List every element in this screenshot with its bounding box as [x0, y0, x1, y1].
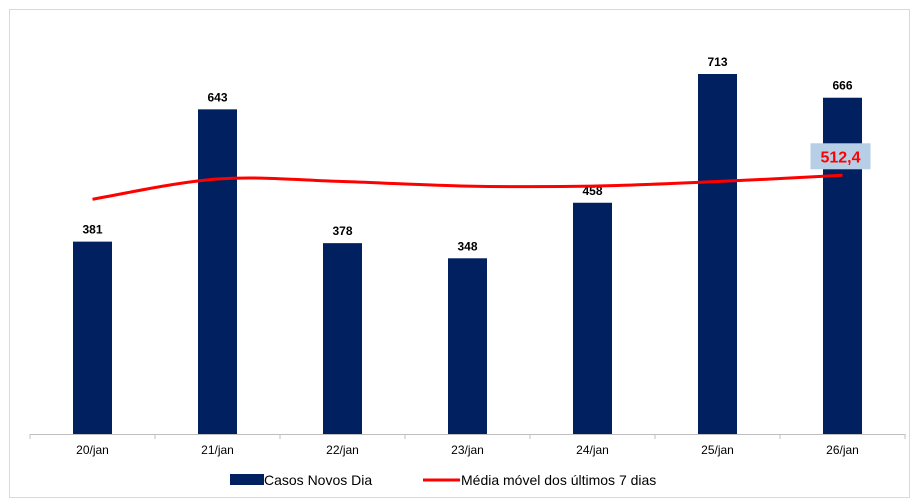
legend: Casos Novos Dia Média móvel dos últimos …	[230, 472, 656, 488]
x-tick-label: 20/jan	[76, 443, 109, 457]
bar-24/jan	[573, 202, 612, 434]
x-tick-label: 22/jan	[326, 443, 359, 457]
bar-20/jan	[73, 241, 112, 434]
x-ticks-group: 20/jan 21/jan 22/jan 23/jan 24/jan 25/jan 26/j…	[29, 434, 906, 457]
callout-label: 512,4	[810, 143, 871, 170]
bars-group	[73, 74, 862, 434]
bar-value-label: 713	[707, 55, 727, 69]
bar-25/jan	[698, 74, 737, 434]
bar-21/jan	[198, 109, 237, 434]
bar-value-label: 643	[207, 90, 227, 104]
legend-label-bars: Casos Novos Dia	[264, 472, 372, 488]
bar-22/jan	[323, 243, 362, 434]
bar-value-label: 666	[832, 79, 852, 93]
x-tick-label: 23/jan	[451, 443, 484, 457]
x-tick-label: 25/jan	[701, 443, 734, 457]
moving-average-line	[92, 173, 843, 201]
x-tick-label: 24/jan	[576, 443, 609, 457]
x-tick-label: 21/jan	[201, 443, 234, 457]
legend-label-line: Média móvel dos últimos 7 dias	[461, 472, 656, 488]
x-tick-label: 26/jan	[826, 443, 859, 457]
callout-background	[810, 143, 871, 170]
callout-value: 512,4	[820, 149, 860, 166]
bar-value-label: 381	[82, 223, 102, 237]
bar-value-label: 378	[332, 224, 352, 238]
legend-swatch-bars	[230, 474, 264, 485]
bar-23/jan	[448, 258, 487, 434]
bar-value-label: 348	[457, 239, 477, 253]
moving-average-group	[92, 173, 843, 201]
